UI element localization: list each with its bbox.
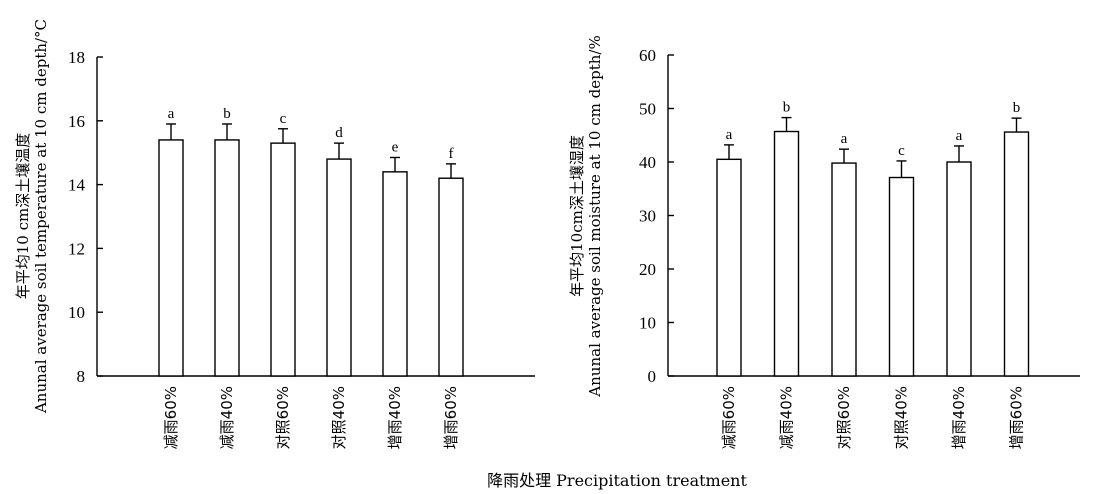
y-tick-label: 50	[639, 100, 656, 119]
significance-label: b	[1013, 100, 1021, 116]
significance-label: b	[223, 106, 231, 122]
y-axis-label-english: Anunal average soil moisture at 10 cm de…	[586, 35, 604, 397]
y-tick-label: 0	[648, 367, 657, 386]
y-tick-label: 10	[639, 314, 656, 333]
category-label: 减雨60%	[720, 386, 738, 449]
bar	[773, 130, 800, 377]
y-axis-label: 年平均10 cm深土壤温度Anunal average soil tempera…	[14, 19, 50, 414]
significance-label: a	[956, 128, 963, 144]
significance-label: c	[898, 143, 905, 159]
category-label: 对照60%	[274, 386, 292, 449]
chart-panel-temperature: 8 10 12 14 16 18 a 减雨60% b 减雨40% c 对照60% d 对照40% e 增雨40…	[14, 19, 535, 449]
bar	[382, 171, 408, 377]
category-label: 增雨60%	[1008, 386, 1026, 449]
y-tick-label: 16	[68, 112, 85, 131]
y-axis-label: 年平均10cm深土壤湿度Anunal average soil moisture…	[568, 35, 604, 397]
category-label: 减雨40%	[778, 386, 796, 449]
y-tick-label: 14	[68, 176, 86, 195]
y-tick-label: 8	[77, 367, 86, 386]
significance-label: a	[726, 127, 733, 143]
category-label: 增雨40%	[386, 386, 404, 449]
bar	[1003, 131, 1030, 377]
chart-panel-moisture: 0 10 20 30 40 50 60 a 减雨60% b 减雨40% a 对照60% c 对照40% a 增雨…	[568, 35, 1080, 449]
category-label: 对照40%	[893, 386, 911, 449]
y-tick-label: 18	[68, 48, 85, 67]
significance-label: b	[783, 100, 791, 116]
y-axis-label-chinese: 年平均10cm深土壤湿度	[568, 135, 586, 297]
significance-label: e	[392, 139, 399, 155]
y-axis-label-english: Anunal average soil temperature at 10 cm…	[32, 19, 50, 414]
y-tick-label: 12	[68, 239, 85, 258]
y-tick-label: 20	[639, 260, 656, 279]
bar	[716, 158, 742, 377]
y-tick-label: 10	[68, 303, 85, 322]
bar	[158, 139, 184, 377]
significance-label: d	[335, 125, 343, 141]
bar	[831, 162, 857, 377]
category-label: 对照40%	[330, 386, 348, 449]
bar	[270, 142, 296, 377]
y-tick-label: 60	[639, 46, 656, 65]
category-label: 增雨60%	[442, 386, 460, 449]
significance-label: a	[168, 106, 175, 122]
bar	[888, 176, 915, 377]
significance-label: a	[841, 131, 848, 147]
y-tick-label: 30	[639, 207, 656, 226]
category-label: 增雨40%	[950, 386, 968, 449]
y-axis-label-chinese: 年平均10 cm深土壤温度	[14, 133, 32, 299]
category-label: 对照60%	[835, 386, 853, 449]
y-tick-label: 40	[639, 153, 656, 172]
bar	[214, 139, 240, 377]
x-axis-label: 降雨处理 Precipitation treatment	[487, 471, 747, 490]
category-label: 减雨40%	[218, 386, 236, 449]
bar	[946, 161, 972, 377]
significance-label: c	[280, 111, 287, 127]
bar	[438, 177, 464, 377]
bar	[326, 158, 352, 377]
category-label: 减雨60%	[162, 386, 180, 449]
significance-label: f	[449, 146, 454, 162]
